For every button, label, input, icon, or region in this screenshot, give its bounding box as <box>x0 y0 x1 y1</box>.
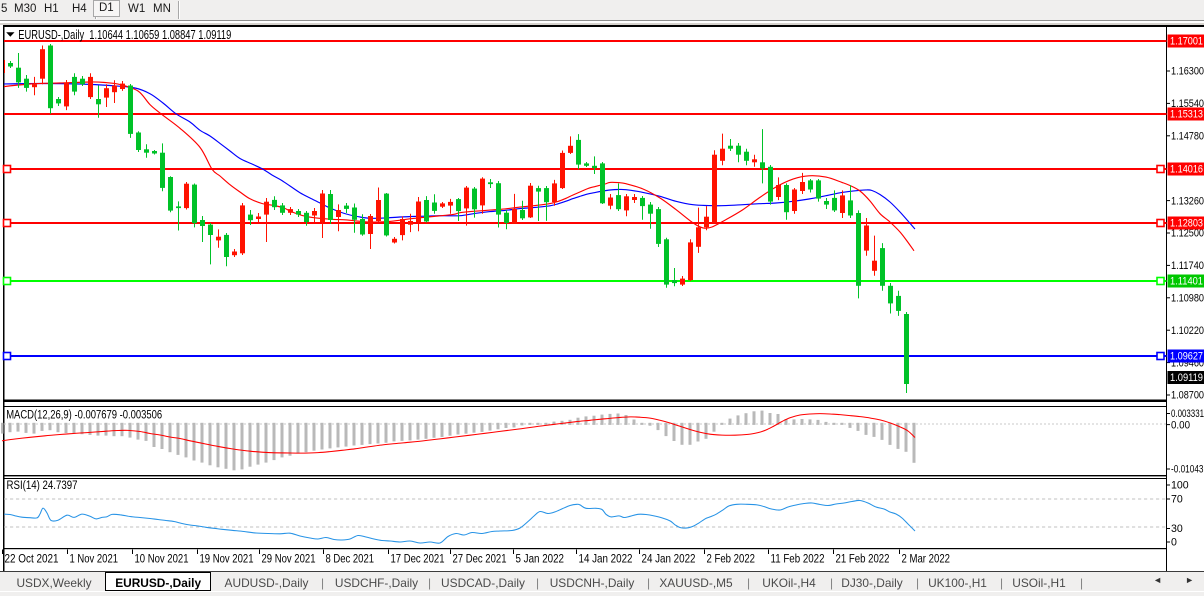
svg-text:22 Oct 2021: 22 Oct 2021 <box>5 551 59 565</box>
svg-text:1.16300: 1.16300 <box>1171 66 1204 78</box>
svg-text:1.10980: 1.10980 <box>1171 293 1204 305</box>
svg-text:1 Nov 2021: 1 Nov 2021 <box>70 551 119 565</box>
svg-text:1.14016: 1.14016 <box>1170 164 1203 176</box>
svg-text:70: 70 <box>1171 494 1183 506</box>
svg-text:2 Mar 2022: 2 Mar 2022 <box>902 551 951 565</box>
svg-text:1.10220: 1.10220 <box>1171 325 1204 337</box>
svg-text:5 Jan 2022: 5 Jan 2022 <box>516 551 565 565</box>
svg-text:2 Feb 2022: 2 Feb 2022 <box>707 551 756 565</box>
svg-text:1.13260: 1.13260 <box>1171 195 1204 207</box>
svg-text:1.11740: 1.11740 <box>1171 260 1204 272</box>
svg-text:10 Nov 2021: 10 Nov 2021 <box>135 551 189 565</box>
svg-text:1.12803: 1.12803 <box>1170 218 1203 230</box>
svg-text:17 Dec 2021: 17 Dec 2021 <box>391 551 445 565</box>
svg-text:1.09627: 1.09627 <box>1170 351 1203 363</box>
svg-text:MACD(12,26,9) -0.007679 -0.003: MACD(12,26,9) -0.007679 -0.003506 <box>6 408 162 422</box>
svg-text:0: 0 <box>1171 537 1177 549</box>
svg-text:14 Jan 2022: 14 Jan 2022 <box>579 551 633 565</box>
svg-text:29 Nov 2021: 29 Nov 2021 <box>262 551 316 565</box>
svg-text:19 Nov 2021: 19 Nov 2021 <box>200 551 254 565</box>
svg-text:EURUSD-,Daily 1.10644 1.10659: EURUSD-,Daily 1.10644 1.10659 1.08847 1.… <box>18 28 231 42</box>
svg-text:1.15313: 1.15313 <box>1170 109 1203 121</box>
svg-text:1.11401: 1.11401 <box>1170 276 1203 288</box>
svg-text:1.17001: 1.17001 <box>1170 36 1203 48</box>
svg-text:21 Feb 2022: 21 Feb 2022 <box>836 551 890 565</box>
svg-text:1.14780: 1.14780 <box>1171 131 1204 143</box>
svg-text:-0.01043: -0.01043 <box>1171 464 1204 476</box>
svg-text:24 Jan 2022: 24 Jan 2022 <box>642 551 696 565</box>
svg-text:RSI(14) 24.7397: RSI(14) 24.7397 <box>7 478 78 492</box>
svg-text:8 Dec 2021: 8 Dec 2021 <box>326 551 375 565</box>
svg-text:1.08700: 1.08700 <box>1171 390 1204 402</box>
svg-text:11 Feb 2022: 11 Feb 2022 <box>771 551 825 565</box>
svg-text:27 Dec 2021: 27 Dec 2021 <box>453 551 507 565</box>
svg-text:30: 30 <box>1171 523 1183 535</box>
svg-text:100: 100 <box>1171 480 1189 492</box>
svg-text:0.00: 0.00 <box>1171 419 1190 431</box>
svg-text:1.09119: 1.09119 <box>1170 372 1203 384</box>
